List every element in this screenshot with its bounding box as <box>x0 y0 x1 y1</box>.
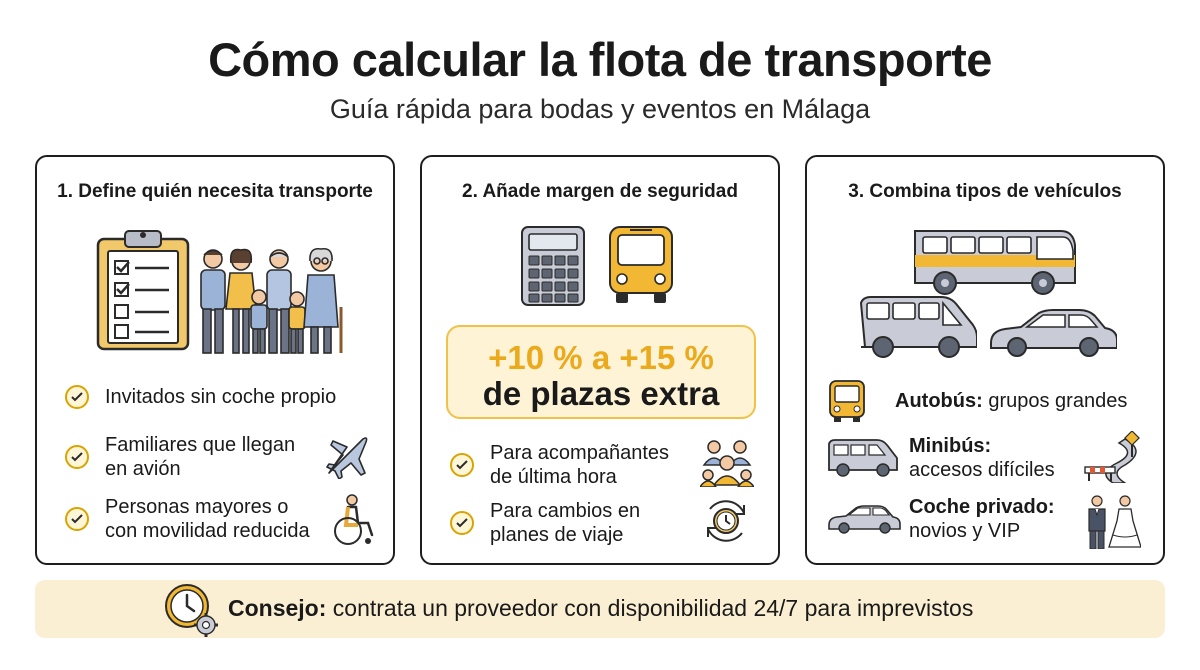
list-item-label: Para cambios en planes de viaje <box>490 500 641 546</box>
check-icon <box>450 511 474 535</box>
list-item: Invitados sin coche propio <box>65 385 336 409</box>
card-title: 3. Combina tipos de vehículos <box>848 181 1122 202</box>
winding-road-barrier-icon <box>1084 431 1140 483</box>
bus-front-icon <box>609 226 673 303</box>
check-icon <box>65 507 89 531</box>
check-icon <box>450 453 474 477</box>
vehicle-label: Minibús: accesos difíciles <box>909 435 1055 481</box>
car-icon <box>828 505 901 534</box>
card-title: 2. Añade margen de seguridad <box>462 181 738 202</box>
vehicle-label: Coche privado: novios y VIP <box>909 496 1055 542</box>
check-icon <box>65 445 89 469</box>
wheelchair-icon <box>334 494 374 545</box>
list-item: Para cambios en planes de viaje <box>450 499 640 547</box>
extra-seats-highlight: +10 % a +15 % de plazas extra <box>446 325 756 419</box>
check-icon <box>65 385 89 409</box>
list-item: Para acompañantes de última hora <box>450 441 669 489</box>
clipboard-checklist-icon <box>96 230 190 351</box>
airplane-icon <box>326 437 368 479</box>
list-item-label: Familiares que llegan en avión <box>105 434 296 480</box>
list-item-label: Invitados sin coche propio <box>105 386 337 408</box>
minibus-icon <box>859 296 977 358</box>
card-safety-margin: 2. Añade margen de seguridad +10 % a +15… <box>420 155 780 565</box>
vehicle-row-bus: Autobús: grupos grandes <box>827 379 1127 423</box>
coach-bus-icon <box>914 230 1076 295</box>
list-item: Familiares que llegan en avión <box>65 433 295 481</box>
vehicle-label: Autobús: grupos grandes <box>895 390 1128 412</box>
card-title: 1. Define quién necesita transporte <box>57 181 373 202</box>
calculator-icon <box>521 226 585 306</box>
page-title: Cómo calcular la flota de transporte <box>208 33 992 86</box>
card-vehicle-mix: 3. Combina tipos de vehículos <box>805 155 1165 565</box>
extra-seats-percent: +10 % a +15 % <box>488 339 714 376</box>
list-item-label: Para acompañantes de última hora <box>490 442 670 488</box>
extra-seats-label: de plazas extra <box>482 375 720 412</box>
tip-label: Consejo: <box>228 595 327 621</box>
clock-refresh-icon <box>707 500 745 542</box>
vehicle-row-minibus: Minibús: accesos difíciles <box>827 434 1055 482</box>
family-group-icon <box>200 247 343 354</box>
tip-banner: Consejo: contrata un proveedor con dispo… <box>35 580 1165 638</box>
people-group-icon <box>700 440 754 487</box>
car-icon <box>990 309 1117 357</box>
list-item-label: Personas mayores o con movilidad reducid… <box>105 496 310 542</box>
list-item: Personas mayores o con movilidad reducid… <box>65 495 310 543</box>
vehicle-row-car: Coche privado: novios y VIP <box>827 495 1055 543</box>
bus-front-icon <box>829 380 865 422</box>
wedding-couple-icon <box>1088 495 1141 549</box>
tip-message: contrata un proveedor con disponibilidad… <box>332 595 974 621</box>
page-subtitle: Guía rápida para bodas y eventos en Mála… <box>329 94 871 124</box>
minibus-icon <box>828 439 898 477</box>
card-define-transport: 1. Define quién necesita transporte <box>35 155 395 565</box>
clock-gear-icon <box>165 584 218 637</box>
tip-text: Consejo: contrata un proveedor con dispo… <box>228 595 973 622</box>
